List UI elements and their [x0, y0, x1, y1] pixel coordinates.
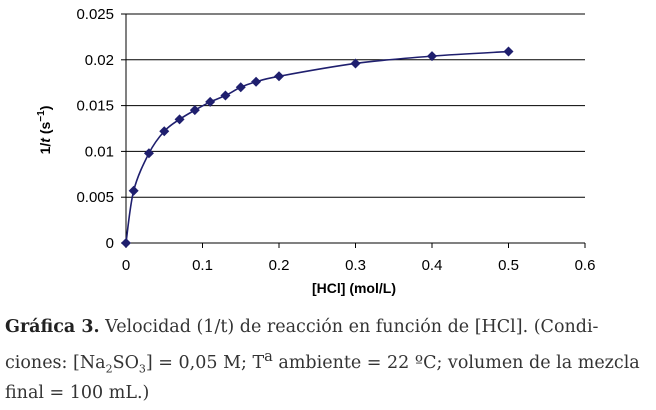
data-point [174, 114, 185, 125]
y-tick-label: 0.005 [76, 189, 114, 206]
y-tick-label: 0.025 [76, 6, 114, 23]
data-point [350, 58, 361, 69]
x-tick-label: 0.4 [422, 257, 443, 274]
y-tick-label: 0.02 [85, 52, 114, 69]
data-point [189, 105, 200, 116]
chart: 0 0.1 0.2 0.3 0.4 0.5 0.6 00.0050.010.0150.020… [36, 6, 596, 296]
data-point [235, 82, 246, 93]
data-points [121, 46, 514, 248]
data-point [427, 51, 437, 62]
data-point [143, 148, 154, 159]
caption-label: Gráfica 3. [5, 317, 100, 337]
data-point [205, 96, 216, 107]
x-tick-label: 0.1 [192, 257, 213, 274]
figure-caption: Gráfica 3. Velocidad (1/t) de reacción e… [5, 317, 640, 403]
x-tick-label: 0.2 [269, 257, 290, 274]
axes [125, 14, 586, 248]
data-point [274, 71, 284, 82]
caption-text: Velocidad (1/t) de reacción en función d… [5, 317, 599, 373]
data-point [503, 46, 514, 57]
data-point [121, 238, 131, 248]
x-tick-label: 0.6 [575, 257, 596, 274]
y-tick-label: 0.015 [76, 98, 114, 115]
gridlines [121, 13, 585, 244]
data-point [251, 76, 262, 87]
data-point [220, 90, 231, 101]
trend-line [125, 50, 509, 244]
x-axis-label: [HCl] (mol/L) [312, 280, 396, 296]
x-tick-label: 0 [122, 257, 130, 274]
x-tick-label: 0.5 [498, 257, 519, 274]
x-tick-labels: 0 0.1 0.2 0.3 0.4 0.5 0.6 [122, 257, 596, 274]
x-tick-label: 0.3 [345, 257, 366, 274]
y-axis-label: 1/t (s−1) [36, 106, 53, 155]
y-tick-label: 0 [106, 235, 114, 252]
y-tick-label: 0.01 [85, 143, 114, 160]
y-tick-labels: 0 0.005 0.01 0.015 0.02 0.025 [76, 6, 114, 252]
data-point [159, 126, 170, 137]
data-point [128, 185, 139, 196]
